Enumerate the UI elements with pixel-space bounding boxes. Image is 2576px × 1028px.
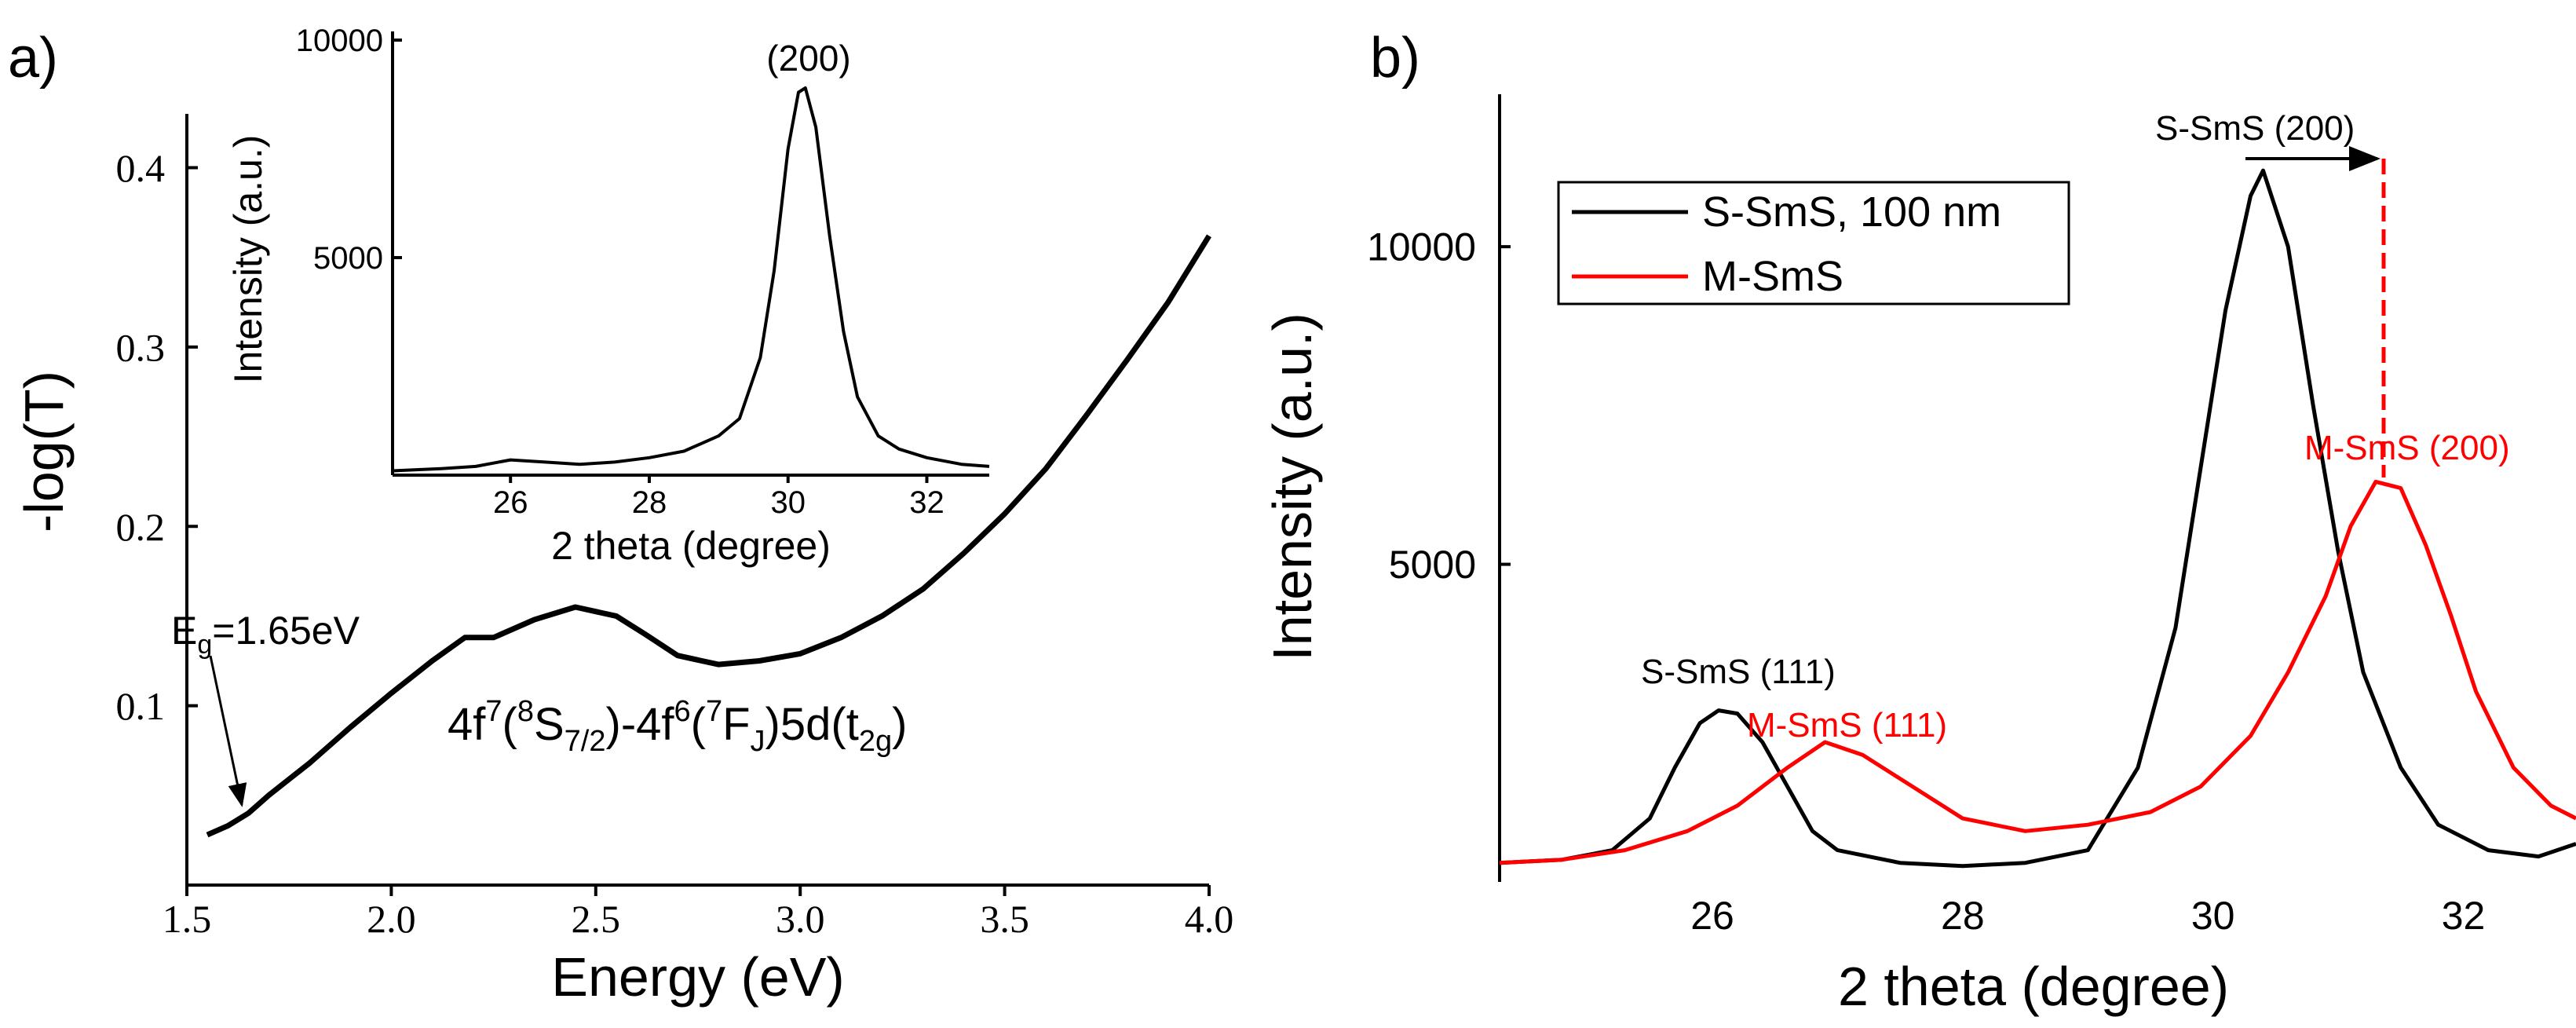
- panel-b-y-axis-label: Intensity (a.u.): [1262, 313, 1323, 661]
- legend: S-SmS, 100 nm M-SmS: [1557, 181, 2070, 305]
- transition-sub-3: 7/2: [565, 725, 606, 758]
- eg-sub: g: [197, 630, 212, 660]
- panel-a-label: a): [8, 27, 58, 90]
- inset-y-tick-label: 5000: [313, 241, 383, 276]
- panel-a-y-tick-label: 0.2: [116, 505, 166, 549]
- inset-x-tick-label: 32: [909, 485, 945, 520]
- inset-y-axis-label: Intensity (a.u.): [226, 135, 270, 384]
- panel-b-x-tick-label: 30: [2191, 894, 2235, 938]
- panel-a-x-axis-label: Energy (eV): [551, 946, 844, 1008]
- panel-a-x-tick-label: 1.5: [163, 897, 212, 941]
- panel-a-x-tick-label: 3.5: [980, 897, 1029, 941]
- transition-part-3: S: [534, 699, 565, 750]
- transition-sup-2: 8: [517, 695, 534, 728]
- transition-part-1: 4f: [448, 699, 486, 750]
- panel-b-series-s-sms-line: [1499, 168, 2576, 869]
- annotation-m-sms-200: M-SmS (200): [2304, 429, 2510, 467]
- eg-value: =1.65eV: [212, 609, 360, 653]
- transition-part-2: (: [502, 699, 517, 750]
- panel-b-x-ticks: 26 28 30 32: [1690, 894, 2486, 938]
- inset-y-tick-label: 10000: [296, 24, 383, 58]
- panel-a-x-ticks: 1.5 2.0 2.5 3.0 3.5 4.0: [163, 885, 1234, 941]
- panel-b-label: b): [1370, 27, 1420, 90]
- panel-a-axes: 1.5 2.0 2.5 3.0 3.5 4.0 0.1 0.2 0.3 0.4 Energy (…: [13, 114, 1233, 1008]
- panel-a-series-line: [206, 234, 1211, 838]
- panel-b-series-m-sms-line: [1499, 479, 2576, 865]
- transition-sup-1: 7: [485, 695, 502, 728]
- annotation-m-sms-111: M-SmS (111): [1747, 706, 1947, 744]
- eg-arrow: [209, 655, 247, 807]
- inset-x-ticks: 26 28 30 32: [493, 475, 945, 520]
- transition-part-6: F: [722, 699, 750, 750]
- panel-a: a) 1.5 2.0 2.5 3.0 3.5 4.0 0.1 0.2 0.3 0.4 Energ…: [8, 24, 1233, 1008]
- panel-b-x-tick-label: 32: [2442, 894, 2486, 938]
- eg-main: E: [171, 609, 197, 653]
- transition-sup-4: 6: [674, 695, 691, 728]
- panel-a-y-tick-label: 0.1: [116, 684, 166, 728]
- panel-a-x-tick-label: 3.0: [776, 897, 825, 941]
- inset-chart: (200) 26 28 30 32 5000 10000 2 theta (degree…: [226, 24, 990, 568]
- panel-a-x-tick-label: 4.0: [1185, 897, 1234, 941]
- transition-sup-5: 7: [706, 695, 722, 728]
- annotation-s-sms-200: S-SmS (200): [2155, 109, 2355, 148]
- panel-a-y-ticks: 0.1 0.2 0.3 0.4: [116, 146, 198, 728]
- transition-part-7: )5d(t: [765, 699, 859, 750]
- panel-a-x-tick-label: 2.0: [367, 897, 416, 941]
- eg-label: Eg=1.65eV: [171, 609, 360, 660]
- inset-series-line: [392, 86, 990, 473]
- inset-x-tick-label: 26: [493, 485, 528, 520]
- panel-b-y-tick-label: 10000: [1367, 225, 1476, 269]
- inset-peak-label: (200): [766, 38, 850, 79]
- panel-a-y-tick-label: 0.3: [116, 325, 166, 369]
- panel-b-x-axis-label: 2 theta (degree): [1838, 956, 2229, 1017]
- inset-y-ticks: 5000 10000: [296, 24, 402, 276]
- panel-b-y-tick-label: 5000: [1389, 543, 1476, 587]
- transition-part-5: (: [691, 699, 706, 750]
- panel-b: b) 26 28 30 32 5000 10000 2 theta (degree) I…: [1262, 27, 2576, 1017]
- inset-x-tick-label: 30: [770, 485, 806, 520]
- inset-x-tick-label: 28: [632, 485, 667, 520]
- transition-label: 4f7(8S7/2)-4f6(7FJ)5d(t2g): [448, 695, 907, 758]
- transition-part-4: )-4f: [606, 699, 675, 750]
- annotation-s-sms-111: S-SmS (111): [1641, 653, 1836, 691]
- panel-b-x-tick-label: 28: [1941, 894, 1985, 938]
- legend-box: [1557, 181, 2070, 305]
- legend-label-s-sms: S-SmS, 100 nm: [1702, 188, 2001, 236]
- panel-b-y-ticks: 5000 10000: [1367, 225, 1511, 587]
- panel-a-y-tick-label: 0.4: [116, 146, 166, 190]
- eg-annotation: Eg=1.65eV: [171, 609, 360, 807]
- inset-x-axis-label: 2 theta (degree): [551, 524, 831, 568]
- panel-b-x-tick-label: 26: [1690, 894, 1734, 938]
- transition-sub-6: J: [751, 725, 765, 758]
- legend-label-m-sms: M-SmS: [1702, 253, 1843, 300]
- transition-sub-7: 2g: [859, 725, 892, 758]
- panel-a-y-axis-label: -log(T): [13, 371, 75, 532]
- transition-part-8: ): [892, 699, 907, 750]
- panel-a-x-tick-label: 2.5: [572, 897, 621, 941]
